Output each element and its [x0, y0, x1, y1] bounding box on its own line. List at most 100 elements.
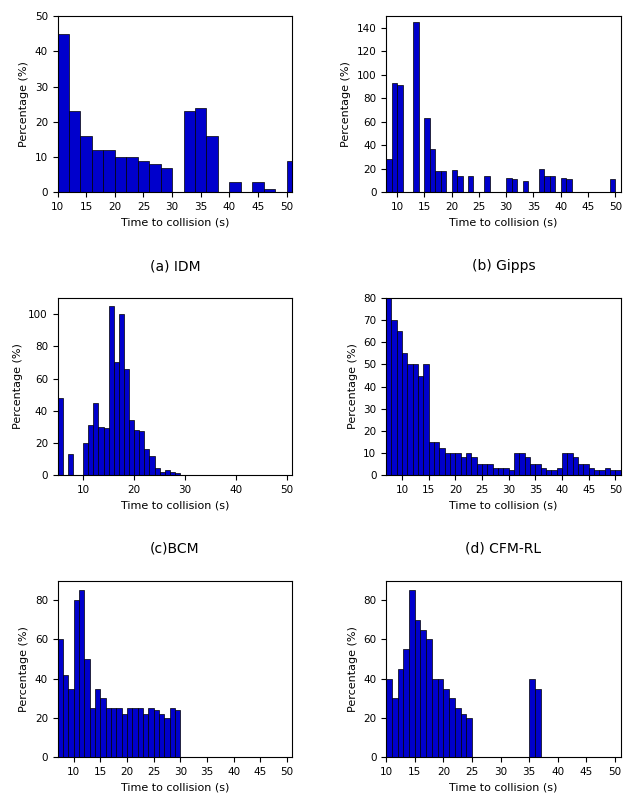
Bar — [520, 453, 525, 475]
Bar — [124, 369, 129, 475]
Bar — [164, 470, 170, 475]
Bar — [154, 710, 159, 757]
Bar — [252, 182, 264, 192]
Bar — [536, 464, 541, 475]
Bar — [413, 364, 418, 475]
Bar — [104, 150, 115, 192]
Bar — [461, 714, 467, 757]
Bar — [468, 176, 474, 192]
Bar — [386, 679, 392, 757]
Bar — [440, 448, 445, 475]
Bar — [566, 179, 572, 192]
Bar — [83, 442, 88, 475]
Bar — [175, 473, 180, 475]
Bar — [600, 470, 605, 475]
Bar — [175, 710, 180, 757]
Text: (c)BCM: (c)BCM — [150, 542, 200, 556]
Bar — [426, 639, 432, 757]
Bar — [134, 430, 140, 475]
Bar — [605, 468, 610, 475]
Bar — [432, 679, 438, 757]
Bar — [445, 453, 450, 475]
Y-axis label: Percentage (%): Percentage (%) — [348, 344, 358, 430]
Bar — [402, 353, 408, 475]
Bar — [589, 468, 594, 475]
Bar — [392, 83, 397, 192]
Y-axis label: Percentage (%): Percentage (%) — [341, 61, 351, 147]
Bar — [106, 708, 111, 757]
Bar — [409, 591, 415, 757]
X-axis label: Time to collision (s): Time to collision (s) — [121, 783, 229, 792]
Bar — [119, 314, 124, 475]
Bar — [449, 698, 455, 757]
Bar — [530, 464, 536, 475]
Bar — [545, 176, 550, 192]
Bar — [482, 464, 488, 475]
Bar — [84, 659, 90, 757]
Bar — [159, 472, 164, 475]
Bar — [488, 464, 493, 475]
Bar — [529, 679, 535, 757]
Bar — [138, 161, 149, 192]
Bar — [164, 718, 170, 757]
Bar — [104, 428, 109, 475]
Bar — [264, 189, 275, 192]
Bar — [415, 620, 420, 757]
Bar — [195, 108, 207, 192]
Bar — [126, 157, 138, 192]
Bar — [58, 639, 63, 757]
Bar — [561, 179, 566, 192]
Bar — [397, 332, 402, 475]
Bar — [456, 453, 461, 475]
Bar — [154, 469, 159, 475]
Bar — [132, 708, 138, 757]
Bar — [386, 298, 392, 475]
Bar — [207, 136, 218, 192]
Bar — [79, 591, 84, 757]
Bar — [92, 150, 104, 192]
Bar — [149, 164, 161, 192]
Bar — [99, 426, 104, 475]
Bar — [506, 179, 511, 192]
Bar — [550, 176, 556, 192]
Bar — [535, 689, 541, 757]
Bar — [93, 402, 99, 475]
Y-axis label: Percentage (%): Percentage (%) — [348, 626, 358, 712]
Text: (a) IDM: (a) IDM — [150, 260, 200, 273]
Bar — [610, 179, 615, 192]
Bar — [90, 708, 95, 757]
Bar — [467, 718, 472, 757]
Bar — [450, 453, 456, 475]
Bar — [424, 364, 429, 475]
Bar — [477, 464, 482, 475]
Bar — [504, 468, 509, 475]
Bar — [539, 169, 545, 192]
Bar — [397, 669, 403, 757]
Y-axis label: Percentage (%): Percentage (%) — [19, 626, 29, 712]
Bar — [161, 167, 172, 192]
Bar — [616, 470, 621, 475]
Bar — [594, 470, 600, 475]
Bar — [466, 453, 472, 475]
Bar — [63, 675, 68, 757]
Bar — [452, 170, 457, 192]
Bar — [441, 171, 446, 192]
Bar — [392, 698, 397, 757]
Bar — [584, 464, 589, 475]
Bar — [435, 171, 441, 192]
Bar — [578, 464, 584, 475]
Bar — [420, 630, 426, 757]
Bar — [552, 470, 557, 475]
X-axis label: Time to collision (s): Time to collision (s) — [449, 783, 557, 792]
Bar — [424, 118, 430, 192]
Bar — [511, 179, 517, 192]
Bar — [514, 453, 520, 475]
Bar — [568, 453, 573, 475]
Bar — [546, 470, 552, 475]
Bar — [95, 689, 100, 757]
Bar — [429, 442, 434, 475]
Bar — [484, 176, 490, 192]
Bar — [140, 431, 145, 475]
Bar — [493, 468, 498, 475]
Bar — [109, 306, 114, 475]
